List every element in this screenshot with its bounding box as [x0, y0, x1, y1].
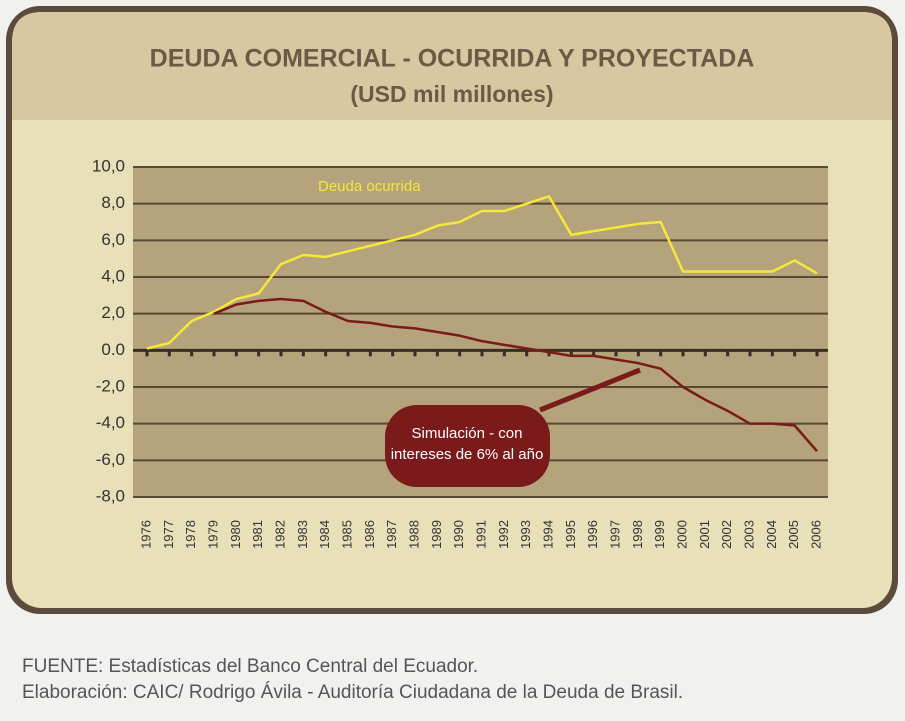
y-tick-label: 6,0	[101, 230, 125, 249]
x-tick-label: 1976	[138, 520, 153, 549]
y-tick-label: 8,0	[101, 193, 125, 212]
y-tick-label: 4,0	[101, 266, 125, 285]
x-tick-label: 2004	[764, 520, 779, 549]
source-note: FUENTE: Estadísticas del Banco Central d…	[22, 656, 478, 677]
x-tick-label: 1987	[384, 520, 399, 549]
x-tick-label: 1997	[607, 520, 622, 549]
x-tick-label: 1990	[451, 520, 466, 549]
y-tick-label: -6,0	[96, 450, 125, 469]
x-tick-label: 2001	[697, 520, 712, 549]
x-tick-label: 1979	[205, 520, 220, 549]
x-tick-label: 1995	[563, 520, 578, 549]
x-tick-label: 1982	[272, 520, 287, 549]
x-tick-label: 1980	[228, 520, 243, 549]
callout-pointer	[539, 367, 641, 413]
chart-title: DEUDA COMERCIAL - OCURRIDA Y PROYECTADA	[150, 45, 755, 73]
x-tick-label: 2005	[786, 520, 801, 549]
y-tick-label: -4,0	[96, 413, 125, 432]
x-tick-label: 1998	[630, 520, 645, 549]
x-tick-label: 1977	[161, 520, 176, 549]
y-tick-label: 0.0	[101, 340, 125, 359]
x-tick-label: 1984	[317, 520, 332, 549]
series-label: Deuda ocurrida	[318, 178, 421, 195]
x-tick-label: 2006	[808, 520, 823, 549]
chart-subtitle: (USD mil millones)	[350, 81, 553, 107]
x-tick-label: 1985	[339, 520, 354, 549]
x-tick-label: 1999	[652, 520, 667, 549]
x-tick-label: 1993	[518, 520, 533, 549]
callout-text: Simulación - con	[412, 425, 523, 442]
x-tick-label: 1991	[473, 520, 488, 549]
y-tick-label: -2,0	[96, 376, 125, 395]
title-band	[12, 12, 892, 120]
y-tick-label: 10,0	[92, 156, 125, 175]
series-line	[213, 297, 818, 452]
callout-box	[385, 405, 550, 487]
y-tick-label: -8,0	[96, 486, 125, 505]
x-tick-label: 1992	[496, 520, 511, 549]
x-tick-label: 2000	[674, 520, 689, 549]
x-tick-label: 1996	[585, 520, 600, 549]
credit-note: Elaboración: CAIC/ Rodrigo Ávila - Audit…	[22, 682, 683, 703]
x-tick-label: 2003	[741, 520, 756, 549]
x-tick-label: 1983	[295, 520, 310, 549]
x-tick-label: 1989	[429, 520, 444, 549]
callout-text: intereses de 6% al año	[391, 446, 544, 463]
x-tick-label: 1981	[250, 520, 265, 549]
x-tick-label: 1986	[362, 520, 377, 549]
x-tick-label: 1994	[540, 520, 555, 549]
y-tick-label: 2,0	[101, 303, 125, 322]
x-tick-label: 1988	[406, 520, 421, 549]
x-tick-label: 1978	[183, 520, 198, 549]
x-tick-label: 2002	[719, 520, 734, 549]
series-line	[146, 195, 818, 350]
